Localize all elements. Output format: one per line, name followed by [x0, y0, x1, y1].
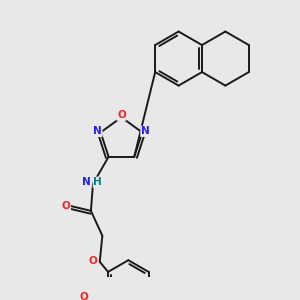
Text: H: H	[93, 177, 102, 187]
Text: N: N	[141, 126, 150, 136]
Text: O: O	[117, 110, 126, 120]
Text: N: N	[93, 126, 102, 136]
Text: O: O	[61, 201, 70, 211]
Text: N: N	[82, 177, 91, 187]
Text: O: O	[80, 292, 88, 300]
Text: O: O	[88, 256, 97, 266]
